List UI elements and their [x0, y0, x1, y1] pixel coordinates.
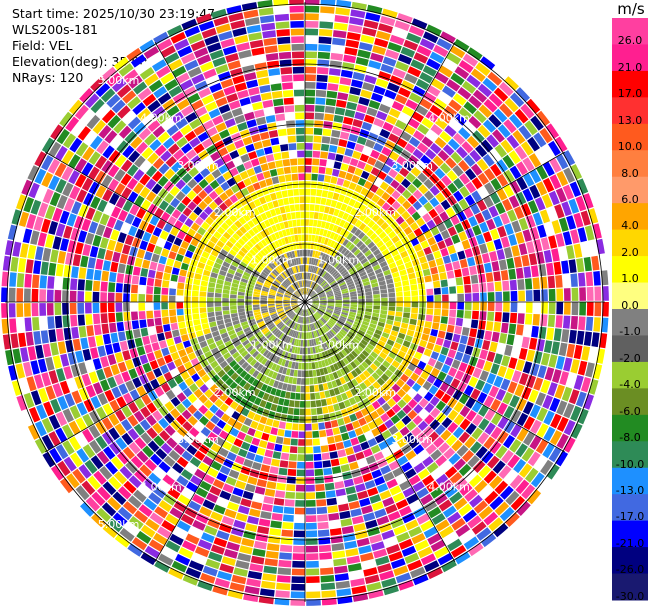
colorbar-cell: [612, 18, 648, 45]
range-ring-label: 3.00km: [177, 159, 219, 172]
instrument-text: WLS200s-181: [12, 22, 98, 37]
colorbar: [612, 18, 648, 601]
range-ring-label: 4.00km: [428, 112, 470, 125]
azimuth-spoke: [154, 41, 306, 303]
range-ring-label: 4.00km: [140, 480, 182, 493]
colorbar-tick-label: 21.0: [617, 60, 643, 74]
colorbar-cell: [612, 123, 648, 151]
colorbar-cell: [612, 547, 648, 575]
colorbar-tick-label: -1.0: [619, 325, 641, 339]
colorbar-tick-label: -26.0: [615, 563, 645, 577]
azimuth-spoke: [304, 41, 456, 303]
colorbar-cell: [612, 256, 648, 284]
colorbar-cell: [612, 467, 648, 495]
ppi-velocity-display[interactable]: 1.00km 1.00km 1.00km 1.00km 2.00km 2.00km 2.00…: [0, 0, 610, 610]
colorbar-cell: [612, 573, 648, 601]
range-ring-label: 1.00km: [317, 339, 359, 352]
azimuth-spokes: [5, 2, 605, 602]
range-ring-label: 3.00km: [177, 433, 219, 446]
colorbar-tick-label: 26.0: [617, 34, 643, 48]
azimuth-spoke: [304, 301, 456, 563]
colorbar-cell: [612, 520, 648, 548]
colorbar-tick-label: 0.0: [621, 298, 639, 312]
colorbar-tick-label: -17.0: [615, 510, 645, 524]
range-ring-label: 2.00km: [354, 206, 396, 219]
colorbar-cell: [612, 282, 648, 310]
colorbar-tick-label: -30.0: [615, 589, 645, 603]
azimuth-spoke: [304, 151, 566, 303]
colorbar-tick-label: 6.0: [621, 192, 639, 206]
colorbar-cell: [612, 150, 648, 178]
nrays-text: NRays: 120: [12, 70, 84, 85]
colorbar-tick-label: -21.0: [615, 536, 645, 550]
colorbar-cell: [612, 388, 648, 416]
range-ring-label: 5.00km: [98, 518, 140, 531]
colorbar-cell: [612, 97, 648, 125]
colorbar-cell: [612, 70, 648, 98]
range-ring-label: 3.00km: [391, 433, 433, 446]
range-ring-label: 1.00km: [251, 253, 293, 266]
colorbar-tick-label: 4.0: [621, 219, 639, 233]
range-ring-label: 4.00km: [428, 480, 470, 493]
start-time-text: Start time: 2025/10/30 23:19:47: [12, 6, 216, 21]
colorbar-unit: m/s: [617, 0, 645, 18]
colorbar-cell: [612, 203, 648, 231]
range-ring-label: 4.00km: [140, 112, 182, 125]
colorbar-cell: [612, 335, 648, 363]
colorbar-tick-label: 13.0: [617, 113, 643, 127]
colorbar-cell: [612, 176, 648, 204]
range-ring-label: 1.00km: [251, 339, 293, 352]
colorbar-cell: [612, 229, 648, 257]
colorbar-cells: [612, 18, 648, 601]
colorbar-tick-label: 17.0: [617, 87, 643, 101]
colorbar-tick-label: -2.0: [619, 351, 641, 365]
ppi-sectors: [1, 0, 609, 606]
range-ring-label: 5.00km: [98, 74, 140, 87]
colorbar-cell: [612, 494, 648, 522]
colorbar-tick-label: -10.0: [615, 457, 645, 471]
colorbar-tick-label: 2.0: [621, 245, 639, 259]
colorbar-cell: [612, 361, 648, 389]
colorbar-cell: [612, 414, 648, 442]
range-ring-label: 2.00km: [354, 386, 396, 399]
azimuth-spoke: [304, 301, 566, 453]
range-ring-label: 3.00km: [391, 159, 433, 172]
colorbar-tick-label: -8.0: [619, 431, 641, 445]
range-ring-labels: 1.00km 1.00km 1.00km 1.00km 2.00km 2.00km 2.00…: [98, 74, 470, 531]
field-text: Field: VEL: [12, 38, 73, 53]
azimuth-spoke: [44, 301, 306, 453]
range-ring-label: 1.00km: [317, 253, 359, 266]
colorbar-cell: [612, 309, 648, 336]
azimuth-spoke: [44, 151, 306, 303]
range-ring-label: 2.00km: [214, 206, 256, 219]
colorbar-tick-label: -6.0: [619, 404, 641, 418]
colorbar-tick-label: 10.0: [617, 140, 643, 154]
elevation-text: Elevation(deg): 35.00: [12, 54, 148, 69]
colorbar-tick-label: 1.0: [621, 272, 639, 286]
colorbar-cell: [612, 441, 648, 469]
colorbar-tick-label: -13.0: [615, 483, 645, 497]
range-ring-label: 2.00km: [214, 386, 256, 399]
colorbar-tick-label: 8.0: [621, 166, 639, 180]
azimuth-spoke: [154, 301, 306, 563]
colorbar-tick-label: -4.0: [619, 378, 641, 392]
colorbar-cell: [612, 44, 648, 72]
